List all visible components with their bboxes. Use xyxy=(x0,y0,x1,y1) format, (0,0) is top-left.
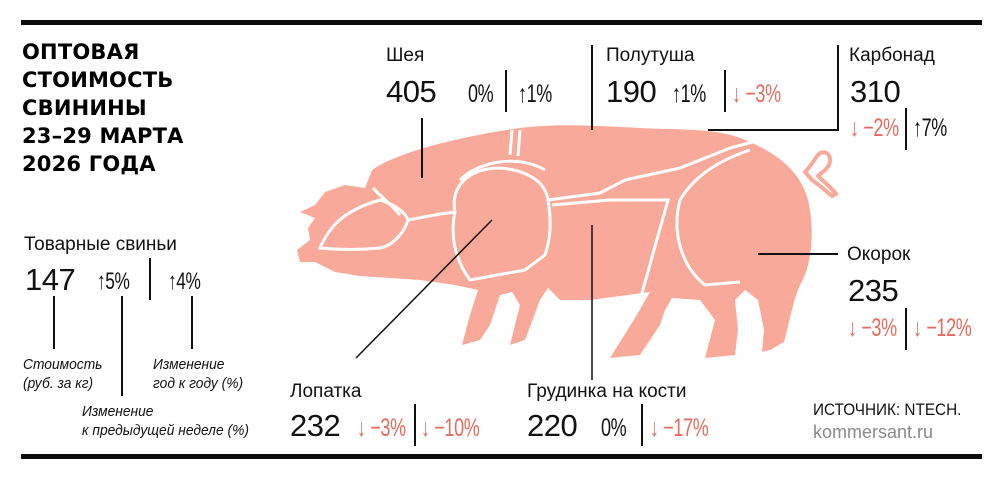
legend-week-leader xyxy=(121,296,123,396)
legend-divider xyxy=(149,258,151,300)
cut-price-shoulder: 232 xyxy=(290,408,341,443)
shoulder-divider xyxy=(414,404,416,446)
caption-line: Изменение xyxy=(82,403,154,420)
cut-price-half-carcass: 190 xyxy=(606,74,657,109)
title-line: 2026 ГОДА xyxy=(22,152,156,176)
cut-label-ham: Окорок xyxy=(847,244,911,265)
cut-label-brisket: Грудинка на кости xyxy=(527,381,687,402)
cut-label-neck: Шея xyxy=(386,45,425,66)
cut-price-brisket: 220 xyxy=(527,408,578,443)
cut-week-shoulder: ↓ −3% xyxy=(357,414,406,442)
ham-leader xyxy=(758,253,838,255)
cut-price-loin: 310 xyxy=(850,74,901,109)
caption-line: к предыдущей неделе (%) xyxy=(82,422,249,439)
half-carcass-leader-left xyxy=(591,45,593,130)
cut-year-loin: ↑7% xyxy=(913,114,947,142)
ham-divider xyxy=(905,308,907,350)
legend-year-leader xyxy=(191,296,193,349)
legend-week-caption: Изменение к предыдущей неделе (%) xyxy=(82,402,249,440)
brisket-divider xyxy=(641,404,643,446)
cut-price-ham: 235 xyxy=(848,273,899,308)
loin-leader-vertical xyxy=(837,45,839,131)
legend-price-leader xyxy=(53,296,55,349)
title-line: 23–29 МАРТА xyxy=(22,124,184,148)
cut-year-half-carcass: ↓ −3% xyxy=(732,80,781,108)
legend-category: Товарные свиньи xyxy=(24,234,177,255)
page-title: ОПТОВАЯ СТОИМОСТЬ СВИНИНЫ 23–29 МАРТА 20… xyxy=(22,38,184,178)
cut-label-shoulder: Лопатка xyxy=(290,381,362,402)
source-note: ИСТОЧНИК: NTECH. xyxy=(813,400,962,419)
title-line: СВИНИНЫ xyxy=(22,96,147,120)
legend-year-caption: Изменение год к году (%) xyxy=(153,355,243,393)
legend-price: 147 xyxy=(25,262,76,297)
caption-line: (руб. за кг) xyxy=(23,375,94,392)
bottom-rule xyxy=(21,454,982,459)
legend-week-change: ↑5% xyxy=(97,268,130,295)
legend-price-caption: Стоимость (руб. за кг) xyxy=(23,355,102,393)
title-line: ОПТОВАЯ xyxy=(22,40,140,64)
cut-year-brisket: ↓ −17% xyxy=(650,414,709,442)
cut-label-half-carcass: Полутуша xyxy=(606,45,695,66)
loin-divider xyxy=(905,108,907,150)
cut-week-half-carcass: ↑1% xyxy=(672,80,706,108)
legend-year-change: ↑4% xyxy=(168,268,201,295)
caption-line: Изменение xyxy=(153,356,225,373)
cut-year-ham: ↓ −12% xyxy=(913,314,972,342)
cut-year-shoulder: ↓ −10% xyxy=(421,414,480,442)
top-rule xyxy=(21,20,982,25)
cut-price-neck: 405 xyxy=(386,74,437,109)
cut-year-neck: ↑1% xyxy=(518,80,552,108)
cut-week-loin: ↓ −2% xyxy=(850,114,899,142)
title-line: СТОИМОСТЬ xyxy=(22,68,174,92)
cut-week-ham: ↓ −3% xyxy=(848,314,897,342)
caption-line: Стоимость xyxy=(23,356,103,373)
cut-week-neck: 0% xyxy=(468,80,494,108)
caption-line: год к году (%) xyxy=(153,375,244,392)
site-credit: kommersant.ru xyxy=(813,422,934,442)
half-carcass-divider xyxy=(724,70,726,112)
loin-leader-horizontal xyxy=(708,129,838,131)
neck-divider xyxy=(505,70,507,112)
neck-leader xyxy=(421,118,423,178)
cut-week-brisket: 0% xyxy=(601,414,627,442)
cut-label-loin: Карбонад xyxy=(849,45,935,66)
